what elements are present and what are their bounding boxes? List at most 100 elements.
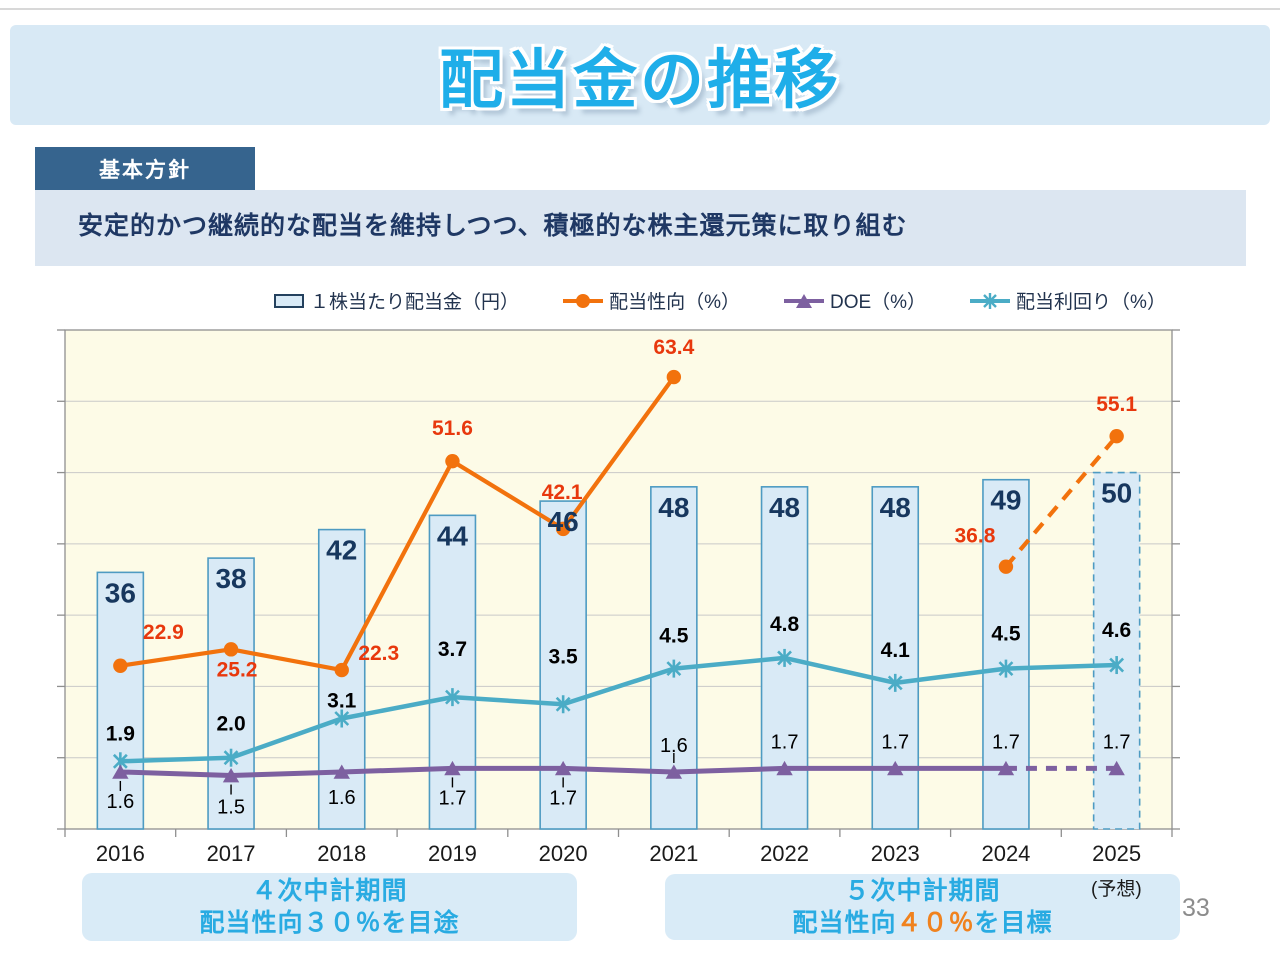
payout-label-2025: 55.1: [1096, 393, 1137, 416]
bar-2018: [317, 528, 366, 830]
payout-marker-2021: [666, 369, 682, 385]
payout-marker-2019: [445, 453, 460, 469]
yield-marker-2021: [666, 661, 682, 677]
doe-marker-2018: [333, 764, 350, 779]
bar-series-swatch-icon: [274, 293, 305, 308]
payout-marker-2024: [998, 559, 1014, 574]
policy-tab-label: 基本方針: [99, 158, 191, 182]
doe-label-2021: 1.6: [660, 735, 688, 757]
doe-marker-2021: [665, 764, 683, 779]
doe-marker-2023: [887, 760, 904, 776]
bar-label-2021: 48: [658, 492, 689, 523]
doe-label-2025: 1.7: [1103, 731, 1131, 753]
legend-item-payout-ratio: 配当性向（%）: [563, 287, 740, 314]
doe-label-2022: 1.7: [771, 731, 799, 753]
yield-label-2025: 4.6: [1102, 619, 1131, 642]
yield-marker-2024: [998, 661, 1014, 677]
x-axis-label-2020: 2020: [539, 841, 588, 866]
forecast-note: (予想): [1091, 879, 1142, 900]
legend-item-dividend-per-share: １株当たり配当金（円）: [274, 287, 519, 314]
mid-term-plan-4-box: ４次中計期間 配当性向３０％を目途: [82, 873, 577, 941]
yield-label-2024: 4.5: [991, 623, 1021, 646]
payout-marker-2017: [223, 642, 239, 657]
yield-label-2017: 2.0: [216, 713, 245, 736]
bar-label-2018: 42: [326, 535, 357, 566]
plan5-line2-suffix: を目標: [974, 909, 1053, 937]
x-axis-label-2024: 2024: [981, 841, 1030, 866]
payout-line: [120, 375, 676, 673]
dividend-combo-chart: 36 38 42 44 46 48 48 48 49 50 1.9 2.0 3.1 3.7 3.5 4.5 4.…: [57, 329, 1180, 866]
yield-line: [118, 655, 1119, 764]
x-axis-label-2018: 2018: [317, 841, 366, 866]
payout-marker-2018: [334, 662, 349, 678]
x-axis-label-2022: 2022: [760, 841, 809, 866]
legend-label: DOE（%）: [829, 292, 927, 313]
plan4-line1: ４次中計期間: [251, 876, 408, 905]
yield-marker-2022: [777, 650, 792, 666]
payout-marker-2025: [1109, 429, 1124, 444]
bar-2025: [1092, 471, 1141, 830]
bar-label-2019: 44: [437, 520, 469, 551]
payout-label-2017: 25.2: [217, 658, 258, 681]
yield-line-icon: [970, 292, 1011, 309]
page-title: 配当金の推移: [439, 44, 841, 116]
doe-marker-2020: [554, 760, 572, 776]
x-axis-label-2016: 2016: [96, 841, 145, 866]
x-axis-label-2019: 2019: [428, 841, 477, 866]
payout-label-2020: 42.1: [542, 481, 583, 504]
payout-label-2019: 51.6: [432, 417, 473, 440]
yield-label-2019: 3.7: [438, 638, 467, 661]
payout-marker-2020: [555, 521, 571, 537]
x-axis-label-2021: 2021: [649, 841, 698, 866]
payout-label-2018: 22.3: [358, 642, 399, 665]
doe-marker-2024: [997, 760, 1015, 776]
payout-marker-2016: [113, 658, 128, 673]
plan5-line2-prefix: 配当性向: [792, 909, 897, 937]
policy-text: 安定的かつ継続的な配当を維持しつつ、積極的な株主還元策に取り組む: [78, 212, 908, 240]
bar-label-2020: 46: [548, 506, 579, 537]
yield-label-2023: 4.1: [881, 639, 911, 662]
x-axis-label-2025: 2025: [1092, 841, 1141, 866]
plan5-line2: 配当性向４０％を目標: [792, 907, 1052, 940]
payout-line-icon: [563, 293, 604, 308]
yield-marker-2023: [887, 675, 903, 691]
doe-marker-2019: [444, 760, 461, 776]
bar-2019: [428, 514, 477, 830]
payout-line-forecast: [1004, 434, 1119, 569]
payout-label-2024: 36.8: [955, 525, 996, 548]
legend-label: 配当利回り（%）: [1016, 292, 1166, 313]
bar-label-2016: 36: [105, 577, 136, 608]
x-axis-label-2023: 2023: [871, 841, 920, 866]
doe-label-2020: 1.7: [549, 787, 577, 809]
doe-marker-2016: [112, 764, 129, 779]
bar-label-2017: 38: [215, 563, 246, 594]
yield-marker-2019: [445, 689, 460, 705]
doe-label-2023: 1.7: [881, 731, 909, 753]
bar-label-2023: 48: [880, 492, 911, 523]
yield-marker-2018: [334, 711, 350, 726]
yield-label-2016: 1.9: [106, 722, 135, 745]
doe-marker-2022: [776, 760, 793, 776]
yield-label-2021: 4.5: [659, 625, 689, 648]
plan4-line2: 配当性向３０％を目途: [199, 909, 460, 937]
yield-marker-2020: [555, 696, 571, 712]
bar-label-2025: 50: [1101, 478, 1132, 509]
doe-label-2016: 1.6: [106, 791, 134, 813]
yield-label-2020: 3.5: [549, 645, 579, 668]
legend-label: １株当たり配当金（円）: [310, 292, 520, 313]
legend-label: 配当性向（%）: [609, 292, 740, 313]
doe-marker-2017: [222, 768, 240, 783]
bar-label-2024: 49: [990, 485, 1021, 516]
mid-term-plan-5-box: ５次中計期間 配当性向４０％を目標: [665, 874, 1180, 940]
plan5-line1: ５次中計期間: [844, 876, 1001, 905]
doe-label-2019: 1.7: [439, 787, 467, 809]
legend-item-dividend-yield: 配当利回り（%）: [970, 287, 1166, 314]
yield-label-2022: 4.8: [770, 613, 800, 636]
title-band: 配当金の推移: [10, 25, 1270, 125]
legend-item-doe: DOE（%）: [783, 287, 927, 314]
doe-label-2017: 1.5: [217, 797, 245, 819]
x-axis-label-2017: 2017: [207, 841, 256, 866]
yield-label-2018: 3.1: [327, 690, 357, 713]
policy-tab: 基本方針: [35, 147, 255, 190]
